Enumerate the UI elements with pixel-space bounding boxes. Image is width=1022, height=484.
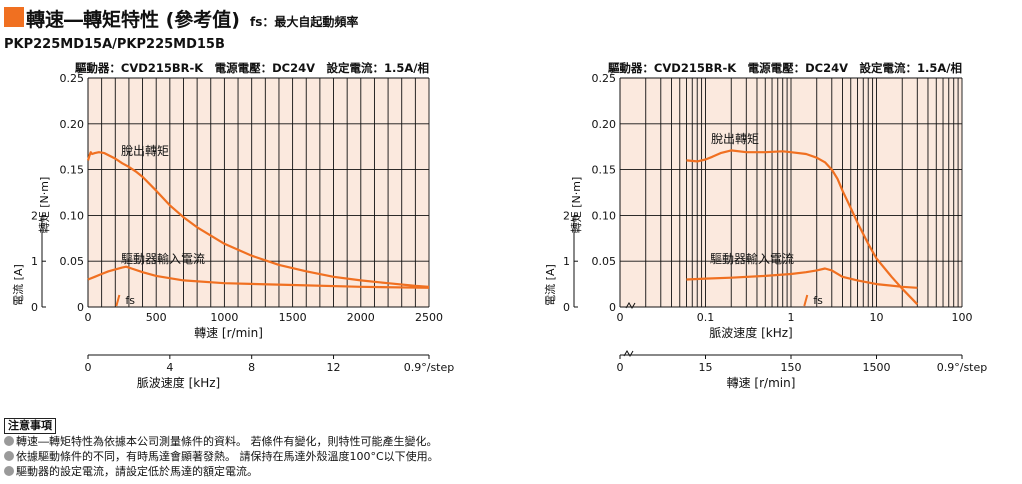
y-axis-label: 轉矩 [N·m] [570,177,583,234]
driver-info: 驅動器：CVD215BR-K 電源電壓：DC24V 設定電流：1.5A/相 [608,61,962,75]
secondary-tick-label: 15 [699,361,713,374]
x-tick-label: 1 [788,311,795,324]
y-tick-label: 0.25 [592,72,617,85]
y-tick-label: 0.15 [60,164,85,177]
series-label: 驅動器輸入電流 [121,251,205,266]
page-title: 轉速―轉矩特性 (參考值) [26,9,240,31]
fs-marker [803,294,809,307]
secondary-tick-label: 0.9°/step [404,361,455,374]
note-text: 轉速―轉矩特性為依據本公司測量條件的資料。 若條件有變化，則特性可能產生變化。 [16,435,438,448]
y2-tick-label: 0 [563,301,570,314]
y2-tick-label: 0 [31,301,38,314]
secondary-tick-label: 12 [327,361,341,374]
fs-marker [115,294,121,307]
series-line [86,151,430,288]
note-item: 轉速―轉矩特性為依據本公司測量條件的資料。 若條件有變化，則特性可能產生變化。 [4,434,1014,449]
series-line [87,265,430,289]
torque-charts: 驅動器：CVD215BR-K 電源電壓：DC24V 設定電流：1.5A/相 0 0.… [11,61,987,390]
y-tick-label: 0.25 [60,72,85,85]
notes-list: 轉速―轉矩特性為依據本公司測量條件的資料。 若條件有變化，則特性可能產生變化。依… [4,434,1014,479]
x-tick-label: 0 [617,311,624,324]
secondary-axis-label: 脈波速度 [kHz] [137,375,220,390]
series-label: 脫出轉矩 [711,131,759,146]
series-line [686,267,918,289]
y-tick-label: 0.20 [592,118,617,131]
series-label: 脫出轉矩 [121,143,169,158]
axis-break-icon [623,350,634,357]
bullet-icon [4,466,14,476]
y-tick-label: 0.05 [60,255,85,268]
secondary-tick-label: 0 [85,361,92,374]
y2-tick-label: 2 [563,209,570,222]
y-tick-label: 0.05 [592,255,617,268]
note-text: 依據驅動條件的不同，有時馬達會顯著發熱。 請保持在馬達外殼溫度100°C以下使用… [16,450,439,463]
y-axis-label: 轉矩 [N·m] [38,177,51,234]
x-tick-label: 500 [146,311,167,324]
driver-info: 驅動器：CVD215BR-K 電源電壓：DC24V 設定電流：1.5A/相 [75,61,429,75]
x-tick-label: 2500 [415,311,443,324]
series-label: 驅動器輸入電流 [710,251,794,266]
secondary-tick-label: 8 [248,361,255,374]
y-tick-label: 0.10 [60,209,85,222]
y2-tick-label: 1 [563,255,570,268]
page-subtitle: fs：最大自起動頻率 [250,15,359,29]
y-tick-label: 0 [77,301,84,314]
note-item: 依據驅動條件的不同，有時馬達會顯著發熱。 請保持在馬達外殼溫度100°C以下使用… [4,449,1014,464]
y-tick-label: 0.20 [60,118,85,131]
secondary-tick-label: 0.9°/step [937,361,988,374]
model-name: PKP225MD15A/PKP225MD15B [4,37,225,52]
note-text: 驅動器的設定電流，請設定低於馬達的額定電流。 [16,465,258,478]
bullet-icon [4,436,14,446]
fs-label: fs [813,294,823,307]
notes-section: 注意事項 轉速―轉矩特性為依據本公司測量條件的資料。 若條件有變化，則特性可能產… [4,414,1014,479]
x-tick-label: 100 [952,311,973,324]
secondary-tick-label: 0 [617,361,624,374]
secondary-axis-label: 轉速 [r/min] [727,376,796,390]
x-tick-label: 0 [85,311,92,324]
secondary-tick-label: 150 [781,361,802,374]
note-item: 驅動器的設定電流，請設定低於馬達的額定電流。 [4,464,1014,479]
notes-heading: 注意事項 [4,418,56,434]
y2-axis-label: 電流 [A] [11,264,25,306]
secondary-tick-label: 1500 [863,361,891,374]
x-tick-label: 1500 [279,311,307,324]
series-line [686,149,919,306]
y2-axis-label: 電流 [A] [543,264,557,306]
x-tick-label: 0.1 [697,311,715,324]
y-tick-label: 0.10 [592,209,617,222]
axis-break-icon [625,302,636,309]
y2-tick-label: 2 [31,209,38,222]
chart-linear-speed: 驅動器：CVD215BR-K 電源電壓：DC24V 設定電流：1.5A/相 0 0.… [11,61,454,390]
y-tick-label: 0.15 [592,164,617,177]
x-tick-label: 10 [870,311,884,324]
secondary-tick-label: 4 [166,361,173,374]
x-tick-label: 1000 [210,311,238,324]
y2-tick-label: 1 [31,255,38,268]
fs-label: fs [125,294,135,307]
x-tick-label: 2000 [347,311,375,324]
chart-log-pulse: 驅動器：CVD215BR-K 電源電壓：DC24V 設定電流：1.5A/相 0 0.… [543,61,987,390]
x-axis-label: 脈波速度 [kHz] [709,325,792,340]
plot-area [88,78,429,307]
header: 轉速―轉矩特性 (參考值) fs：最大自起動頻率 [0,3,1022,33]
title-marker [4,7,24,27]
bullet-icon [4,451,14,461]
x-axis-label: 轉速 [r/min] [194,326,263,340]
y-tick-label: 0 [609,301,616,314]
